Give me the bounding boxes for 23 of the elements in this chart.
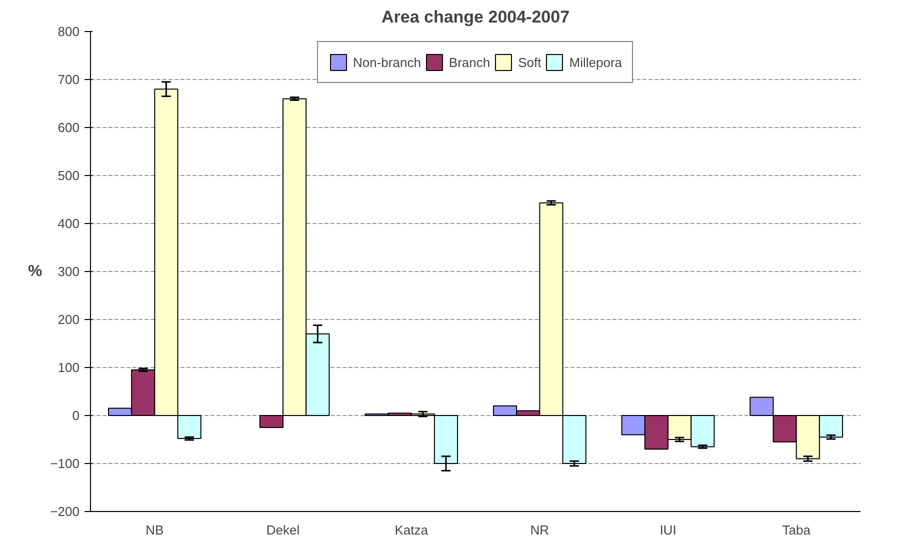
chart-title: Area change 2004-2007: [381, 8, 570, 26]
y-tick-label: 0: [72, 408, 80, 423]
x-tick-label: IUI: [660, 522, 676, 538]
y-axis-title: %: [28, 263, 42, 280]
x-tick-label: Katza: [394, 522, 429, 538]
y-tick-label: 200: [58, 312, 80, 327]
y-tick-label: 500: [58, 168, 80, 183]
y-tick-label: 600: [58, 120, 80, 135]
x-tick-label: NR: [530, 522, 550, 538]
x-tick-label: Dekel: [266, 522, 300, 538]
y-tick-label: −200: [50, 504, 80, 519]
x-tick-label: Taba: [782, 522, 812, 538]
x-tick-label: NB: [146, 522, 164, 538]
legend-label: Branch: [448, 54, 490, 70]
legend-label: Non-branch: [352, 54, 421, 70]
y-tick-label: −100: [50, 456, 80, 471]
legend-label: Soft: [518, 54, 542, 70]
y-tick-label: 800: [58, 24, 80, 39]
y-tick-label: 700: [58, 72, 80, 87]
y-tick-label: 400: [58, 216, 80, 231]
y-tick-label: 300: [58, 264, 80, 279]
y-tick-label: 100: [58, 360, 80, 375]
legend-label: Millepora: [569, 54, 622, 70]
